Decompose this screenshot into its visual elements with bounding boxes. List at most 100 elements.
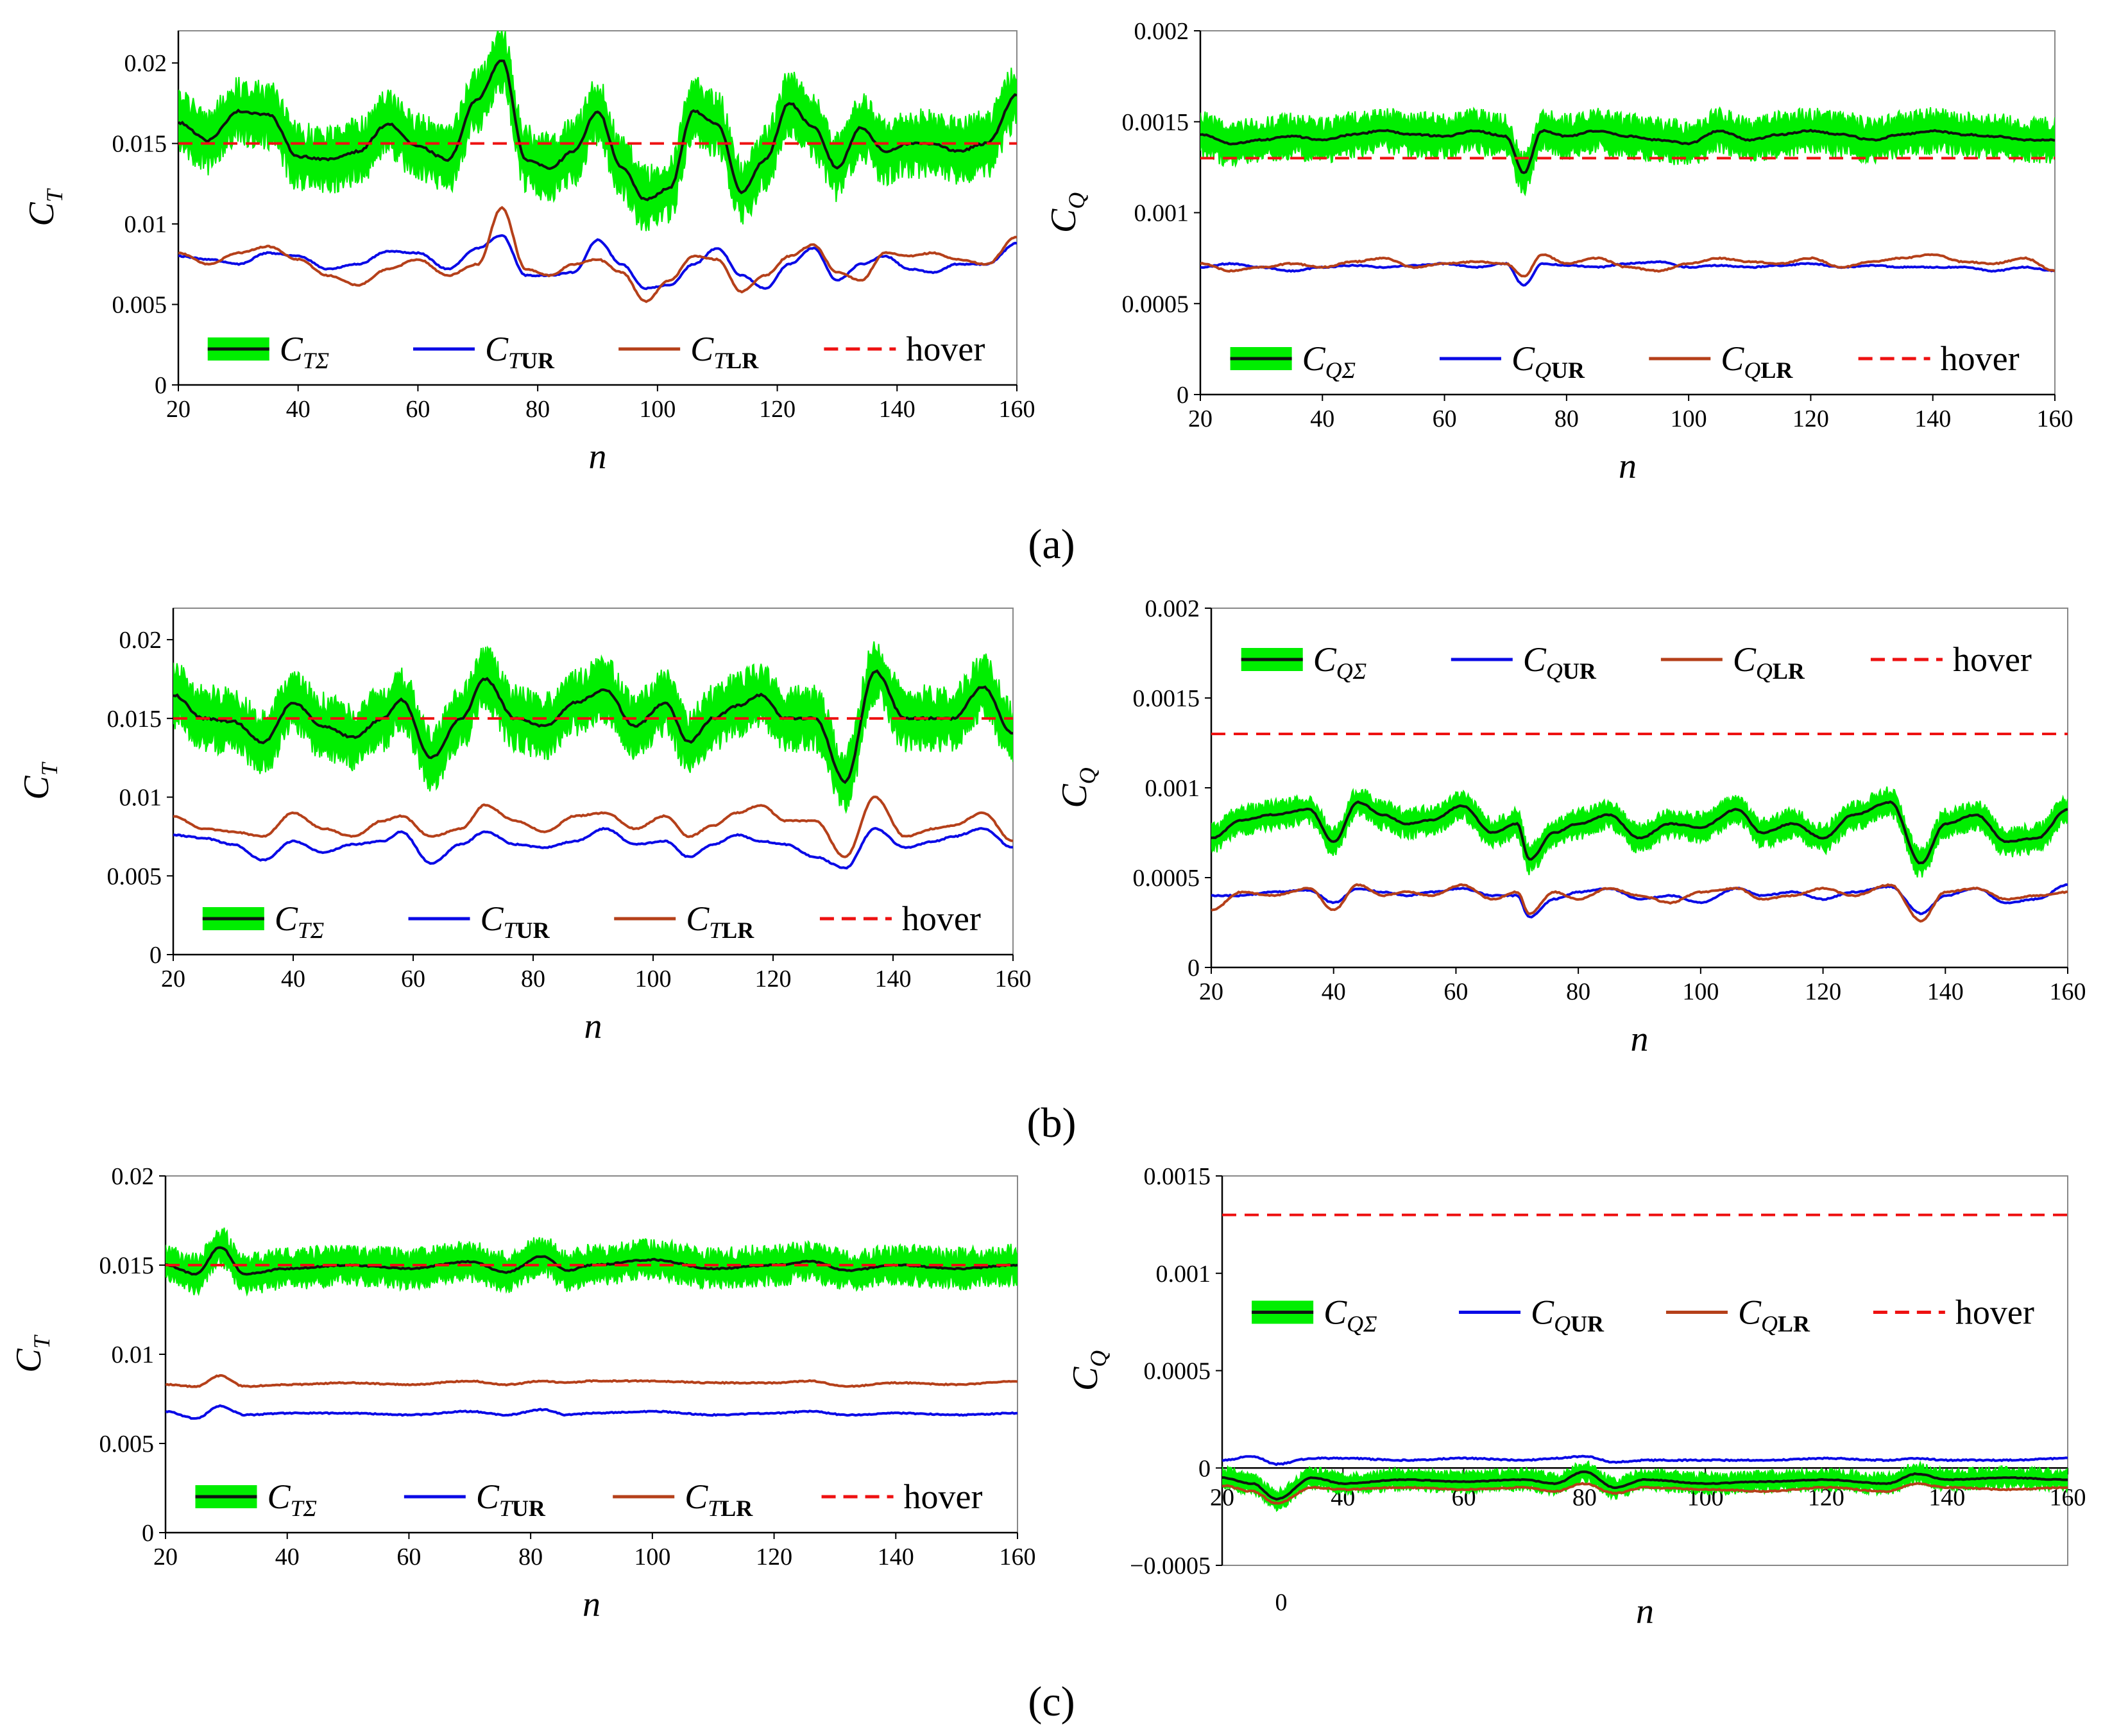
x-tick-label: 140: [875, 966, 912, 992]
y-tick-label: 0.0005: [1133, 865, 1200, 892]
chart-c-ct: 0 0.005 0.01 0.015 0.02 20 40 60 80 100 120 140 160 n…: [9, 1163, 1036, 1624]
legend-item-0: CTΣ: [195, 1477, 317, 1521]
legend-sub: TΣ: [291, 1495, 317, 1521]
legend-item-1: CTUR: [404, 1477, 546, 1521]
y-tick-label: 0.01: [124, 211, 167, 238]
legend-item-3: hover: [819, 899, 981, 938]
legend-label: CQLR: [1738, 1293, 1810, 1336]
y-tick-label: 0.0015: [1144, 1163, 1211, 1190]
legend-symbol: C: [1733, 640, 1757, 679]
legend-sub2: LR: [720, 1495, 753, 1521]
x-tick-label: 40: [1322, 978, 1346, 1005]
y-tick-label: 0.001: [1134, 200, 1189, 227]
x-tick-label: 20: [1199, 978, 1223, 1005]
x-axis-title: n: [584, 1007, 602, 1046]
x-tick-label: 140: [879, 396, 915, 423]
x-axis-title: n: [1619, 447, 1637, 486]
y-axis-title: CQ: [1044, 192, 1089, 233]
x-tick-label: 80: [1566, 978, 1590, 1005]
legend-sub: Q: [1761, 1311, 1778, 1336]
legend-sub2: LR: [1778, 1311, 1810, 1336]
x-axis-title: n: [1631, 1019, 1649, 1059]
x-tick-label: 40: [286, 396, 311, 423]
series-total-band: [1211, 786, 2068, 878]
plot-frame: [1200, 30, 2056, 395]
legend-sub: Q: [1535, 357, 1551, 383]
y-tick-label: 0.02: [124, 50, 167, 77]
x-tick-label: 140: [1927, 978, 1964, 1005]
series-lower-rotor: [178, 206, 1017, 303]
legend-sub2: UR: [1551, 357, 1585, 383]
plot-frame: [165, 1175, 1018, 1533]
legend-label: CTLR: [690, 330, 759, 373]
legend-sub: QΣ: [1347, 1311, 1377, 1336]
x-tick-label: 120: [755, 966, 792, 992]
x-tick-label: 120: [756, 1544, 792, 1570]
y-tick-label: 0.002: [1145, 595, 1200, 622]
y-tick-label: −0.0005: [1130, 1553, 1211, 1579]
y-tick-label: 0.005: [112, 292, 167, 319]
legend-label: CQΣ: [1302, 339, 1356, 383]
y-tick-label: 0: [155, 372, 167, 399]
y-axis-title: CT: [9, 1334, 55, 1372]
x-tick-label: 140: [878, 1544, 914, 1570]
legend-label: CTΣ: [280, 330, 329, 373]
series-lower-rotor: [166, 1374, 1017, 1388]
series-total-line: [1211, 800, 2068, 865]
y-axis-title: CT: [22, 187, 67, 226]
x-tick-label: 140: [1914, 405, 1951, 432]
series-total-line: [1222, 1470, 2068, 1501]
legend-sub: TΣ: [303, 348, 329, 373]
legend-symbol: C: [481, 899, 504, 938]
legend-symbol: C: [686, 899, 710, 938]
x-tick-label: 40: [275, 1544, 300, 1570]
series-total-line: [1200, 128, 2055, 174]
y-tick-label: 0.0015: [1133, 685, 1200, 712]
x-tick-label: 40: [1310, 405, 1334, 432]
x-tick-label: 80: [1572, 1484, 1597, 1511]
x-tick-label: 60: [1443, 978, 1468, 1005]
plot-series-group: [173, 641, 1013, 870]
legend-sub: Q: [1546, 658, 1563, 684]
legend-sub: Q: [1756, 658, 1773, 684]
y-tick-label: 0.005: [107, 863, 162, 890]
legend-symbol: C: [267, 1477, 291, 1516]
legend-item-2: CQLR: [1660, 640, 1805, 684]
legend-sub2: LR: [1760, 357, 1793, 383]
y-axis-title-sub: T: [42, 187, 67, 202]
x-tick-label: 20: [1188, 405, 1213, 432]
y-axis-title-sub: Q: [1086, 1350, 1111, 1367]
legend-item-3: hover: [1873, 1293, 2034, 1331]
y-tick-label: 0: [1188, 955, 1200, 982]
x-tick-label: 20: [1210, 1484, 1234, 1511]
legend-symbol: C: [685, 1477, 708, 1516]
legend-symbol: C: [1721, 339, 1744, 378]
y-tick-label: 0.01: [119, 785, 162, 812]
x-axis-title: n: [1636, 1592, 1654, 1631]
legend-item-3: hover: [1858, 339, 2020, 378]
x-tick-label: 20: [166, 396, 191, 423]
chart-a-ct: 0 0.005 0.01 0.015 0.02 20 40 60 80 100 120 140 160 n…: [22, 30, 1035, 477]
x-tick-label: 120: [759, 396, 796, 423]
legend-item-2: CQLR: [1665, 1293, 1810, 1336]
legend-label: CTUR: [476, 1477, 546, 1521]
panel-label-c: (c): [1028, 1678, 1075, 1725]
x-tick-label: 100: [1682, 978, 1719, 1005]
x-tick-label: 100: [635, 966, 672, 992]
y-tick-label: 0.015: [112, 131, 167, 158]
series-total-line: [173, 669, 1013, 785]
legend-sub2: UR: [1571, 1311, 1605, 1336]
x-tick-label: 80: [518, 1544, 543, 1570]
x-tick-label: 60: [1433, 405, 1457, 432]
plot-series-group: [1200, 106, 2055, 287]
legend-symbol: C: [1523, 640, 1547, 679]
legend-label: CQLR: [1733, 640, 1805, 684]
y-tick-label: 0.015: [107, 706, 162, 733]
x-tick-label: 160: [1000, 1544, 1036, 1570]
legend-label: CTUR: [485, 330, 555, 373]
chart-a-cq: 0 0.0005 0.001 0.0015 0.002 20 40 60 80 100 120 140…: [1044, 18, 2073, 486]
legend-symbol: C: [1313, 640, 1337, 679]
series-lower-rotor: [1222, 1481, 2068, 1505]
legend-sub: T: [713, 348, 728, 373]
